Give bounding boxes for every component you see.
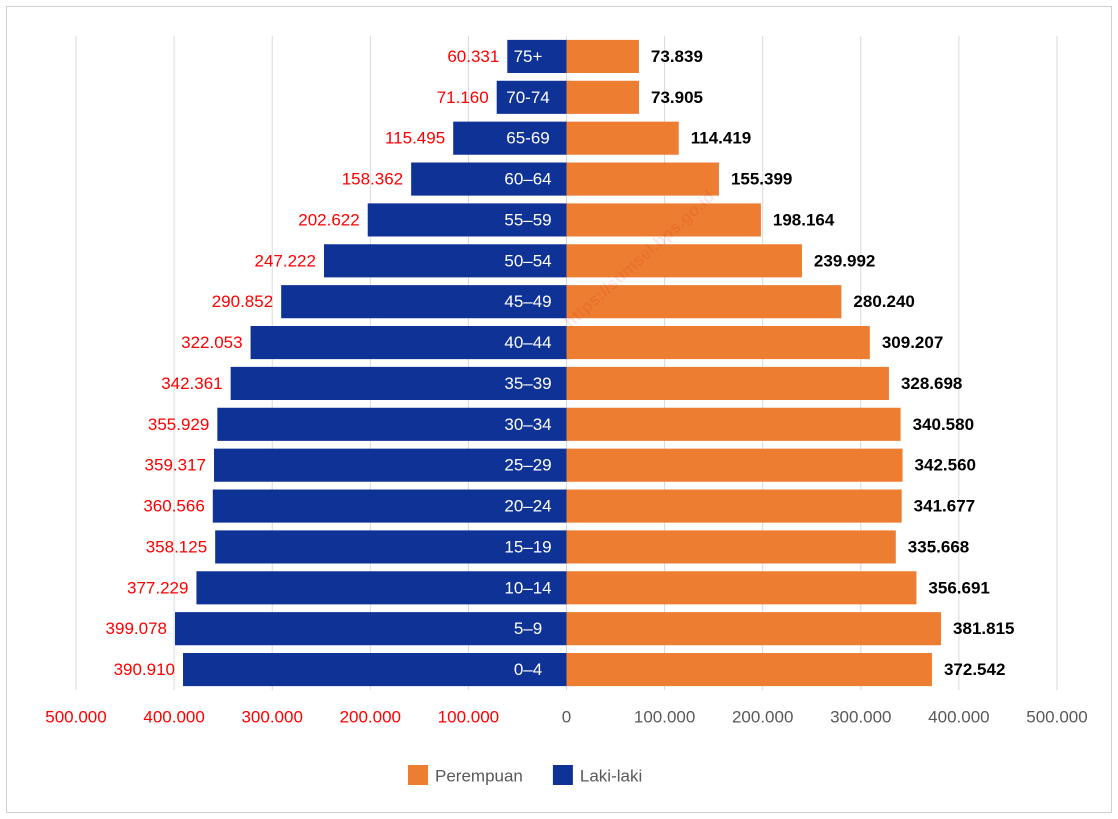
- category-label: 50–54: [504, 251, 551, 270]
- category-label: 60–64: [504, 170, 551, 189]
- value-label: 360.566: [143, 497, 204, 516]
- legend-label: Laki-laki: [580, 766, 642, 785]
- x-tick-label: 500.000: [45, 707, 106, 726]
- bar: [566, 39, 639, 73]
- value-label: 372.542: [944, 660, 1005, 679]
- bar: [507, 39, 567, 73]
- bar: [230, 366, 567, 400]
- value-label: 340.580: [913, 415, 974, 434]
- bar: [215, 530, 567, 564]
- category-label: 70-74: [506, 88, 549, 107]
- x-tick-label: 100.000: [438, 707, 499, 726]
- value-label: 342.361: [161, 374, 222, 393]
- x-tick-label: 300.000: [241, 707, 302, 726]
- category-label: 65-69: [506, 129, 549, 148]
- x-tick-label: 200.000: [732, 707, 793, 726]
- category-label: 5–9: [514, 619, 542, 638]
- value-label: 114.419: [691, 129, 752, 148]
- x-tick-label: 0: [562, 707, 571, 726]
- value-label: 358.125: [146, 537, 207, 556]
- value-label: 381.815: [953, 619, 1014, 638]
- value-label: 342.560: [915, 456, 976, 475]
- bar: [250, 326, 567, 360]
- bar: [566, 121, 679, 155]
- value-label: 399.078: [106, 619, 167, 638]
- value-label: 155.399: [731, 170, 792, 189]
- x-tick-label: 200.000: [340, 707, 401, 726]
- legend-label: Perempuan: [435, 766, 523, 785]
- bar: [566, 326, 870, 360]
- bar: [566, 366, 889, 400]
- value-label: 247.222: [255, 251, 316, 270]
- category-label: 55–59: [504, 210, 551, 229]
- bar: [566, 530, 896, 564]
- bar: [212, 489, 567, 523]
- x-tick-label: 500.000: [1026, 707, 1087, 726]
- value-label: 328.698: [901, 374, 962, 393]
- category-label: 40–44: [504, 333, 551, 352]
- category-label: 35–39: [504, 374, 551, 393]
- bar: [566, 285, 842, 319]
- bar: [566, 80, 640, 114]
- bar: [217, 407, 567, 441]
- value-label: 60.331: [447, 47, 499, 66]
- category-label: 10–14: [504, 578, 551, 597]
- bar: [175, 612, 567, 646]
- value-label: 73.839: [651, 47, 703, 66]
- bar: [566, 653, 932, 687]
- value-label: 322.053: [181, 333, 242, 352]
- value-label: 377.229: [127, 578, 188, 597]
- x-tick-label: 100.000: [634, 707, 695, 726]
- value-label: 335.668: [908, 537, 969, 556]
- bar: [566, 162, 719, 196]
- bar: [196, 571, 567, 605]
- value-label: 202.622: [298, 210, 359, 229]
- value-label: 73.905: [651, 88, 703, 107]
- bar: [214, 448, 567, 482]
- category-label: 75+: [514, 47, 543, 66]
- bar: [281, 285, 567, 319]
- bar: [566, 489, 902, 523]
- value-label: 359.317: [145, 456, 206, 475]
- value-label: 115.495: [385, 129, 445, 148]
- value-label: 290.852: [212, 292, 273, 311]
- category-label: 20–24: [504, 497, 551, 516]
- bar: [367, 203, 567, 237]
- value-label: 309.207: [882, 333, 943, 352]
- value-label: 158.362: [342, 170, 403, 189]
- bar: [411, 162, 567, 196]
- x-tick-label: 400.000: [928, 707, 989, 726]
- category-label: 25–29: [504, 456, 551, 475]
- value-label: 355.929: [148, 415, 209, 434]
- bar: [183, 653, 567, 687]
- bar: [566, 571, 917, 605]
- bar: [566, 612, 942, 646]
- x-tick-label: 300.000: [830, 707, 891, 726]
- value-label: 198.164: [773, 210, 835, 229]
- legend-swatch: [408, 765, 428, 785]
- value-label: 280.240: [853, 292, 914, 311]
- category-label: 0–4: [514, 660, 542, 679]
- x-tick-label: 400.000: [143, 707, 204, 726]
- bar: [453, 121, 567, 155]
- value-label: 239.992: [814, 251, 875, 270]
- value-label: 341.677: [914, 497, 975, 516]
- legend-swatch: [552, 765, 573, 785]
- bar: [496, 80, 567, 114]
- bar: [566, 407, 901, 441]
- bar: [323, 244, 567, 278]
- category-label: 45–49: [504, 292, 551, 311]
- category-label: 15–19: [504, 537, 551, 556]
- bar: [566, 203, 761, 237]
- value-label: 71.160: [437, 88, 489, 107]
- category-label: 30–34: [504, 415, 551, 434]
- bar: [566, 244, 802, 278]
- value-label: 390.910: [114, 660, 175, 679]
- bar: [566, 448, 903, 482]
- value-label: 356.691: [928, 578, 989, 597]
